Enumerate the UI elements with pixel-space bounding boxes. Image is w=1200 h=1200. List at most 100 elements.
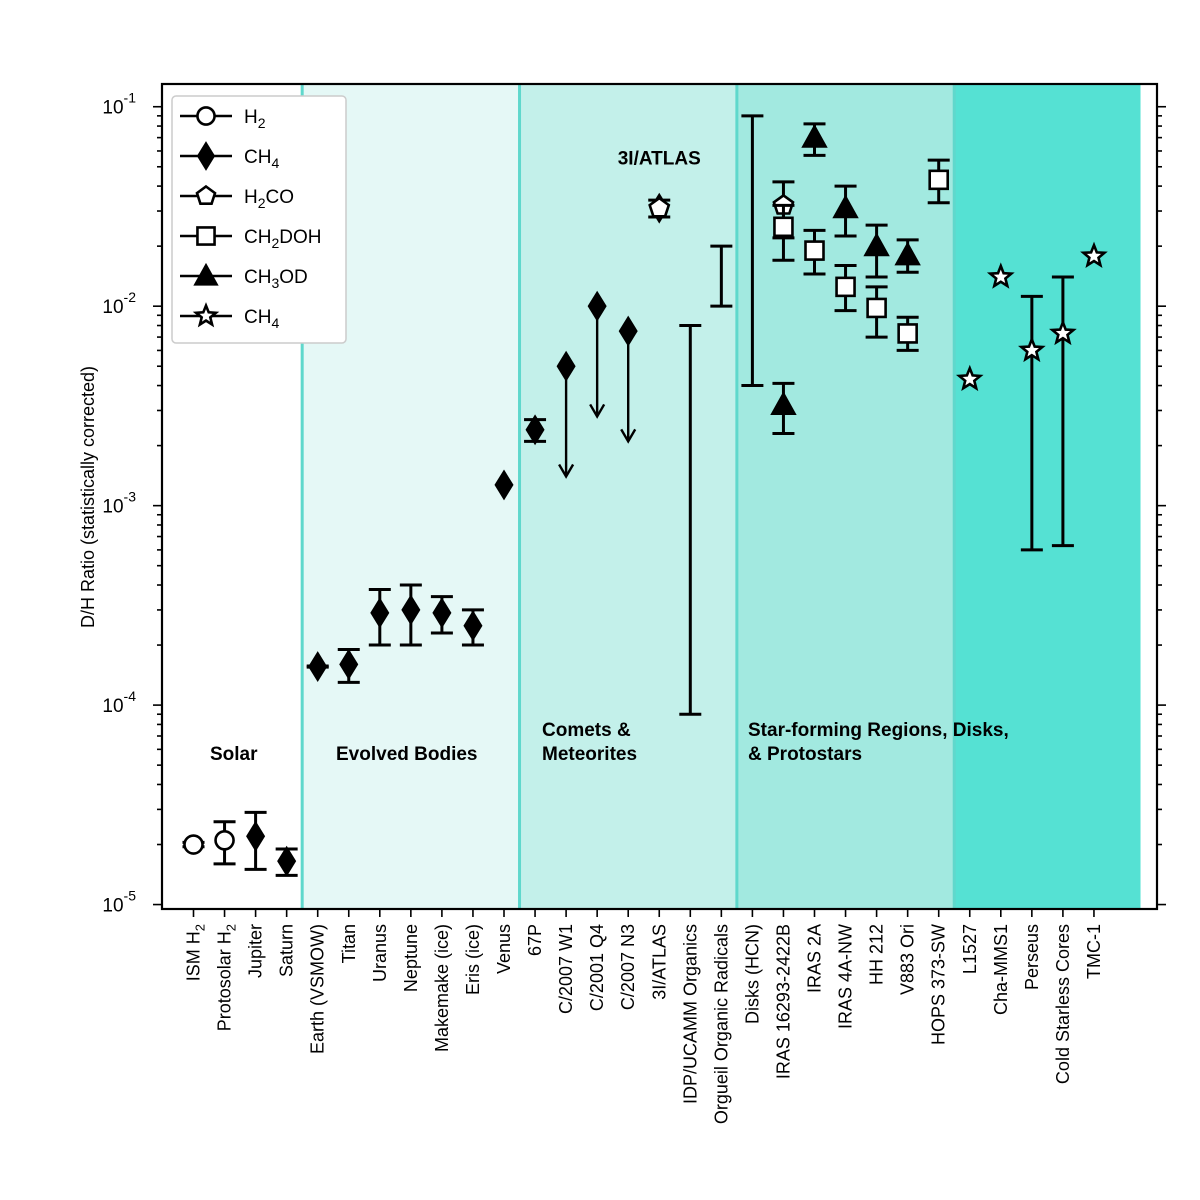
data-point-diamond: [401, 594, 421, 626]
x-tick-label: Orgueil Organic Radicals: [711, 924, 731, 1124]
upper-limit-arrowhead: [558, 463, 575, 479]
series-ch4-star-: [955, 241, 1108, 552]
x-tick-label: L1527: [960, 924, 980, 974]
legend-entry: CH4: [180, 302, 279, 331]
legend-box: [171, 95, 347, 344]
legend-marker-diamond: [196, 141, 216, 171]
x-axis: ISM H2 Protosolar H2 Jupiter Saturn Earth (V…: [184, 909, 1104, 1124]
data-point-square: [835, 276, 856, 298]
region-label: Evolved Bodies: [336, 744, 478, 765]
data-point-diamond: [618, 315, 638, 347]
legend-label: CH4: [244, 307, 279, 331]
data-point-triangle: [863, 232, 890, 257]
legend-label: H2CO: [244, 187, 294, 211]
y-tick-label: 10-2: [102, 289, 136, 318]
x-tick-label: ISM H2: [184, 924, 208, 981]
y-tick-label: 10-5: [102, 888, 136, 917]
x-tick-label: Makemake (ice): [432, 924, 452, 1052]
x-tick-label: Jupiter: [246, 924, 266, 978]
data-point-diamond: [463, 610, 483, 642]
x-tick-label: HH 212: [867, 924, 887, 985]
error-bar: [741, 114, 764, 388]
data-point-triangle: [894, 241, 921, 266]
data-point-square: [804, 240, 825, 261]
data-point-circle: [214, 829, 235, 851]
y-tick-label: 10-1: [102, 90, 136, 119]
legend-entry: H2: [180, 106, 266, 131]
region-comets-meteorites: [519, 84, 737, 909]
data-point-square: [773, 216, 794, 238]
data-point-diamond: [370, 597, 390, 629]
x-tick-label: Venus: [494, 924, 514, 974]
x-tick-label: Disks (HCN): [742, 924, 762, 1024]
data-point-star: [1018, 335, 1046, 363]
data-point-square: [897, 323, 918, 344]
x-tick-label: V883 Ori: [898, 924, 918, 995]
data-points: [182, 114, 1108, 877]
x-tick-label: Cold Starless Cores: [1053, 924, 1073, 1084]
region-label: Comets &: [542, 720, 631, 741]
x-tick-label: C/2007 N3: [618, 924, 638, 1010]
series-h2: [182, 820, 236, 866]
x-tick-label: C/2007 W1: [556, 924, 576, 1014]
series-ch4-diamond-: [244, 192, 671, 877]
legend-marker-triangle: [193, 262, 219, 286]
legend-entry: CH2DOH: [180, 226, 321, 251]
data-point-diamond: [339, 648, 359, 680]
legend-entry: H2CO: [180, 184, 294, 211]
x-tick-label: IRAS 2A: [805, 924, 825, 993]
region-label: Star-forming Regions, Disks,: [748, 720, 1009, 741]
region-label: & Protostars: [748, 744, 862, 765]
x-tick-label: HOPS 373-SW: [929, 924, 949, 1045]
x-tick-label: IDP/UCAMM Organics: [680, 924, 700, 1104]
x-tick-label: Perseus: [1022, 924, 1042, 990]
y-tick-label: 10-3: [102, 489, 136, 518]
series-ch2doh: [772, 158, 950, 352]
data-point-triangle: [770, 391, 797, 415]
data-point-diamond: [587, 290, 607, 322]
legend-marker-star: [192, 302, 220, 328]
x-tick-label: Eris (ice): [463, 924, 483, 995]
x-tick-label: Uranus: [370, 924, 390, 982]
data-point-diamond: [494, 469, 514, 501]
error-bar: [679, 324, 702, 716]
legend-marker-circle: [196, 106, 216, 126]
x-tick-label: IRAS 4A-NW: [836, 924, 856, 1029]
data-point-star: [1049, 318, 1077, 346]
legend-label: CH2DOH: [244, 227, 321, 251]
x-tick-label: IRAS 16293-2422B: [773, 924, 793, 1079]
upper-limit-arrowhead: [620, 428, 637, 444]
data-point-diamond: [432, 597, 452, 629]
data-point-triangle: [801, 123, 828, 148]
y-axis-title: D/H Ratio (statistically corrected): [78, 366, 98, 628]
x-tick-label: 3I/ATLAS: [649, 924, 669, 1000]
data-point-star: [1080, 241, 1108, 268]
x-tick-label: Protosolar H2: [215, 924, 239, 1031]
plot-frame: [160, 82, 1159, 911]
x-tick-label: Titan: [339, 924, 359, 963]
x-tick-label: Neptune: [401, 924, 421, 992]
data-point-circle: [183, 834, 204, 855]
data-point-diamond: [277, 845, 297, 877]
data-point-triangle: [832, 194, 859, 219]
annotation-label: 3I/ATLAS: [618, 149, 701, 170]
legend-marker-pentagon: [195, 184, 217, 205]
region-label: Meteorites: [542, 744, 637, 765]
data-point-star: [955, 364, 984, 392]
x-tick-label: TMC-1: [1084, 924, 1104, 979]
x-tick-label: Cha-MMS1: [991, 924, 1011, 1015]
region-backgrounds: [177, 84, 1141, 909]
data-point-square: [928, 169, 950, 191]
x-tick-label: 67P: [525, 924, 545, 956]
error-bar: [710, 244, 733, 308]
series-ranges: [679, 114, 764, 716]
data-point-star: [986, 262, 1015, 289]
x-tick-label: Saturn: [277, 924, 297, 977]
region-label: Solar: [210, 744, 258, 765]
data-point-diamond: [246, 820, 266, 852]
legend-marker-square: [196, 226, 216, 246]
data-point-diamond: [525, 414, 545, 446]
x-tick-label: Earth (VSMOW): [308, 924, 328, 1054]
